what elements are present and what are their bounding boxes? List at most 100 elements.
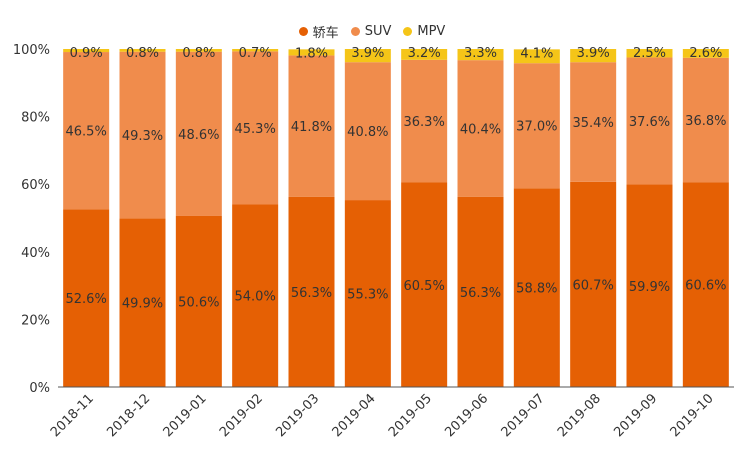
data-label-suv: 35.4% xyxy=(573,116,614,131)
bar-segment-suv xyxy=(175,51,222,216)
data-label-sedan: 60.7% xyxy=(573,278,614,293)
data-label-sedan: 60.6% xyxy=(685,279,726,294)
bar-segment-sedan xyxy=(457,196,504,387)
bar-segment-suv xyxy=(401,59,448,183)
data-label-sedan: 54.0% xyxy=(235,290,276,305)
bar-segment-mpv xyxy=(626,49,673,58)
legend-label-suv: SUV xyxy=(364,24,392,39)
bar-segment-suv xyxy=(119,51,166,219)
data-label-mpv: 2.6% xyxy=(689,46,722,61)
legend-item-suv[interactable]: SUV xyxy=(350,22,392,41)
x-tick-label: 2019-04 xyxy=(330,391,379,440)
legend-swatch-sedan xyxy=(298,27,308,36)
data-label-sedan: 58.8% xyxy=(516,282,557,297)
data-label-suv: 36.8% xyxy=(685,114,726,129)
x-tick-label: 2019-03 xyxy=(273,391,322,440)
bar-segment-mpv xyxy=(682,49,729,58)
data-label-suv: 46.5% xyxy=(66,125,107,140)
x-tick-label: 2019-01 xyxy=(161,391,210,440)
bar-segment-mpv xyxy=(513,49,560,64)
data-label-mpv: 0.8% xyxy=(182,46,215,61)
data-label-mpv: 1.8% xyxy=(295,46,328,61)
bar-segment-mpv xyxy=(570,49,617,63)
data-label-sedan: 60.5% xyxy=(404,279,445,294)
legend-item-sedan[interactable]: 轿车 xyxy=(298,22,339,41)
bar-segment-sedan xyxy=(570,181,617,387)
data-label-mpv: 3.2% xyxy=(408,46,441,61)
data-label-mpv: 4.1% xyxy=(520,46,553,61)
bar-segment-suv xyxy=(288,55,335,197)
data-label-mpv: 3.9% xyxy=(351,46,384,61)
bar-segment-sedan xyxy=(626,184,673,387)
bar-segment-sedan xyxy=(513,188,560,387)
legend-label-mpv: MPV xyxy=(417,24,446,39)
y-tick-label: 20% xyxy=(21,313,50,328)
bar-segment-sedan xyxy=(119,218,166,387)
y-tick-label: 60% xyxy=(21,178,50,193)
bar-segment-suv xyxy=(232,51,279,205)
data-label-mpv: 0.9% xyxy=(70,46,103,61)
bar-segment-sedan xyxy=(682,182,729,387)
data-label-sedan: 55.3% xyxy=(347,288,388,303)
data-label-sedan: 50.6% xyxy=(178,295,219,310)
data-label-sedan: 56.3% xyxy=(291,286,332,301)
data-label-suv: 45.3% xyxy=(235,122,276,137)
bar-segment-sedan xyxy=(175,215,222,387)
data-label-suv: 48.6% xyxy=(178,128,219,143)
bar-segment-sedan xyxy=(401,182,448,387)
data-label-sedan: 49.9% xyxy=(122,297,163,312)
data-label-suv: 37.0% xyxy=(516,120,557,135)
data-label-suv: 37.6% xyxy=(629,115,670,130)
bar-segment-suv xyxy=(63,52,110,210)
x-tick-label: 2019-09 xyxy=(611,391,660,440)
data-label-suv: 40.4% xyxy=(460,122,501,137)
x-tick-label: 2019-07 xyxy=(499,391,548,440)
data-label-mpv: 2.5% xyxy=(633,46,666,61)
bar-segment-mpv xyxy=(232,49,279,52)
data-label-mpv: 0.7% xyxy=(239,46,272,61)
bar-segment-sedan xyxy=(232,204,279,387)
bar-segment-suv xyxy=(682,57,729,183)
legend-label-sedan: 轿车 xyxy=(312,26,339,41)
data-label-sedan: 56.3% xyxy=(460,286,501,301)
y-tick-label: 100% xyxy=(13,43,50,58)
data-label-suv: 41.8% xyxy=(291,120,332,135)
data-label-sedan: 59.9% xyxy=(629,280,670,295)
legend-item-mpv[interactable]: MPV xyxy=(403,22,445,41)
bar-segment-mpv xyxy=(401,49,448,60)
x-tick-label: 2018-11 xyxy=(48,391,97,440)
bar-segment-mpv xyxy=(288,49,335,56)
bar-segment-suv xyxy=(626,57,673,185)
y-tick-label: 80% xyxy=(21,111,50,126)
bar-segment-sedan xyxy=(63,209,110,387)
data-label-mpv: 3.9% xyxy=(577,46,610,61)
bar-segment-sedan xyxy=(288,196,335,387)
legend-swatch-suv xyxy=(350,27,360,36)
data-label-suv: 36.3% xyxy=(404,115,445,130)
x-tick-label: 2019-06 xyxy=(442,391,491,440)
bar-segment-mpv xyxy=(175,49,222,52)
x-tick-label: 2019-08 xyxy=(555,391,604,440)
legend-swatch-mpv xyxy=(403,27,413,36)
bar-segment-mpv xyxy=(457,49,504,61)
y-tick-label: 0% xyxy=(29,381,50,396)
bar-segment-suv xyxy=(570,62,617,182)
bar-segment-mpv xyxy=(344,49,391,63)
y-tick-label: 40% xyxy=(21,246,50,261)
chart-legend: 轿车 SUV MPV xyxy=(0,22,744,41)
bar-segment-mpv xyxy=(119,49,166,52)
x-tick-label: 2018-12 xyxy=(104,391,153,440)
x-tick-label: 2019-05 xyxy=(386,391,435,440)
data-label-suv: 40.8% xyxy=(347,125,388,140)
bar-segment-suv xyxy=(344,62,391,201)
data-label-suv: 49.3% xyxy=(122,129,163,144)
bar-segment-mpv xyxy=(63,49,110,53)
bar-segment-suv xyxy=(513,63,560,189)
data-label-mpv: 3.3% xyxy=(464,46,497,61)
data-label-mpv: 0.8% xyxy=(126,46,159,61)
x-tick-label: 2019-10 xyxy=(668,391,717,440)
data-label-sedan: 52.6% xyxy=(66,292,107,307)
x-tick-label: 2019-02 xyxy=(217,391,266,440)
bar-segment-suv xyxy=(457,60,504,197)
